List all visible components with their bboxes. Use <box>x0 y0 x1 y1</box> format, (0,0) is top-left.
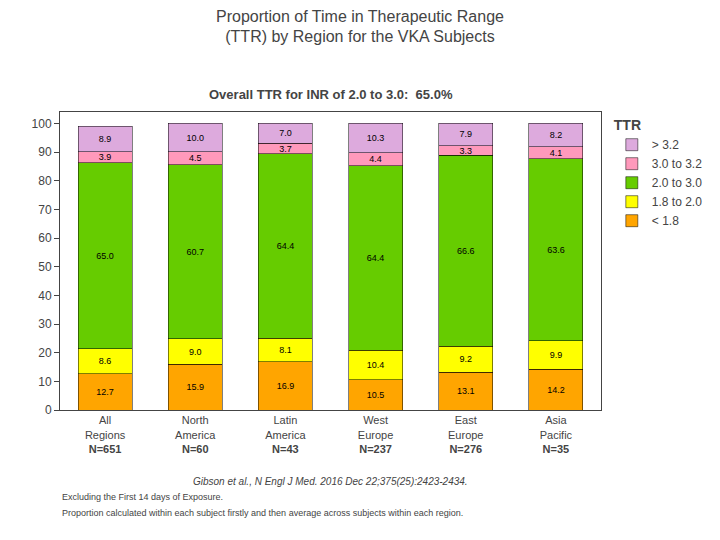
svg-text:3.7: 3.7 <box>279 144 292 154</box>
svg-text:> 3.2: > 3.2 <box>652 138 679 152</box>
svg-text:14.2: 14.2 <box>547 385 565 395</box>
svg-text:1.8 to 2.0: 1.8 to 2.0 <box>652 195 702 209</box>
svg-text:AllRegionsN=651: AllRegionsN=651 <box>85 414 126 455</box>
svg-text:WestEuropeN=237: WestEuropeN=237 <box>358 414 393 455</box>
svg-text:2.0 to 3.0: 2.0 to 3.0 <box>652 176 702 190</box>
svg-text:60: 60 <box>38 231 52 245</box>
svg-text:7.0: 7.0 <box>279 128 292 138</box>
svg-text:63.6: 63.6 <box>547 245 565 255</box>
svg-text:66.6: 66.6 <box>457 246 475 256</box>
svg-text:70: 70 <box>38 203 52 217</box>
svg-text:3.0 to 3.2: 3.0 to 3.2 <box>652 157 702 171</box>
svg-text:50: 50 <box>38 260 52 274</box>
svg-text:9.0: 9.0 <box>189 347 202 357</box>
svg-text:10: 10 <box>38 375 52 389</box>
svg-text:3.9: 3.9 <box>99 152 112 162</box>
svg-text:80: 80 <box>38 174 52 188</box>
svg-text:Gibson et al., N Engl J Med. 2: Gibson et al., N Engl J Med. 2016 Dec 22… <box>193 476 468 487</box>
svg-text:4.4: 4.4 <box>369 154 382 164</box>
svg-text:12.7: 12.7 <box>96 387 114 397</box>
svg-text:Proportion of Time in Therapeu: Proportion of Time in Therapeutic Range(… <box>216 8 504 46</box>
svg-text:64.4: 64.4 <box>277 241 295 251</box>
svg-text:65.0: 65.0 <box>96 251 114 261</box>
svg-text:NorthAmericaN=60: NorthAmericaN=60 <box>175 414 216 455</box>
svg-text:9.2: 9.2 <box>459 354 472 364</box>
svg-text:10.0: 10.0 <box>186 133 204 143</box>
svg-text:Proportion calculated within e: Proportion calculated within each subjec… <box>62 508 463 518</box>
svg-text:100: 100 <box>32 117 52 131</box>
svg-text:10.5: 10.5 <box>367 390 385 400</box>
svg-text:8.2: 8.2 <box>550 130 563 140</box>
svg-text:8.9: 8.9 <box>99 134 112 144</box>
svg-text:10.3: 10.3 <box>367 133 385 143</box>
svg-text:8.1: 8.1 <box>279 345 292 355</box>
svg-text:3.3: 3.3 <box>459 146 472 156</box>
svg-text:64.4: 64.4 <box>367 253 385 263</box>
svg-text:20: 20 <box>38 346 52 360</box>
svg-text:EastEuropeN=276: EastEuropeN=276 <box>448 414 483 455</box>
svg-text:4.5: 4.5 <box>189 153 202 163</box>
svg-text:4.1: 4.1 <box>550 148 563 158</box>
svg-text:30: 30 <box>38 317 52 331</box>
svg-text:16.9: 16.9 <box>277 381 295 391</box>
svg-text:60.7: 60.7 <box>186 247 204 257</box>
svg-text:40: 40 <box>38 289 52 303</box>
svg-text:AsiaPacificN=35: AsiaPacificN=35 <box>540 414 573 455</box>
svg-text:Excluding the First 14 days of: Excluding the First 14 days of Exposure. <box>62 492 223 502</box>
svg-text:10.4: 10.4 <box>367 360 385 370</box>
svg-text:LatinAmericaN=43: LatinAmericaN=43 <box>265 414 306 455</box>
svg-text:Overall TTR for INR of 2.0 to: Overall TTR for INR of 2.0 to 3.0: 65.0% <box>209 87 453 102</box>
svg-text:9.9: 9.9 <box>550 350 563 360</box>
svg-text:TTR: TTR <box>614 117 641 133</box>
svg-text:90: 90 <box>38 145 52 159</box>
svg-text:15.9: 15.9 <box>186 382 204 392</box>
svg-text:< 1.8: < 1.8 <box>652 214 679 228</box>
svg-text:8.6: 8.6 <box>99 356 112 366</box>
svg-text:13.1: 13.1 <box>457 386 475 396</box>
svg-text:7.9: 7.9 <box>459 129 472 139</box>
svg-text:0: 0 <box>45 403 52 417</box>
